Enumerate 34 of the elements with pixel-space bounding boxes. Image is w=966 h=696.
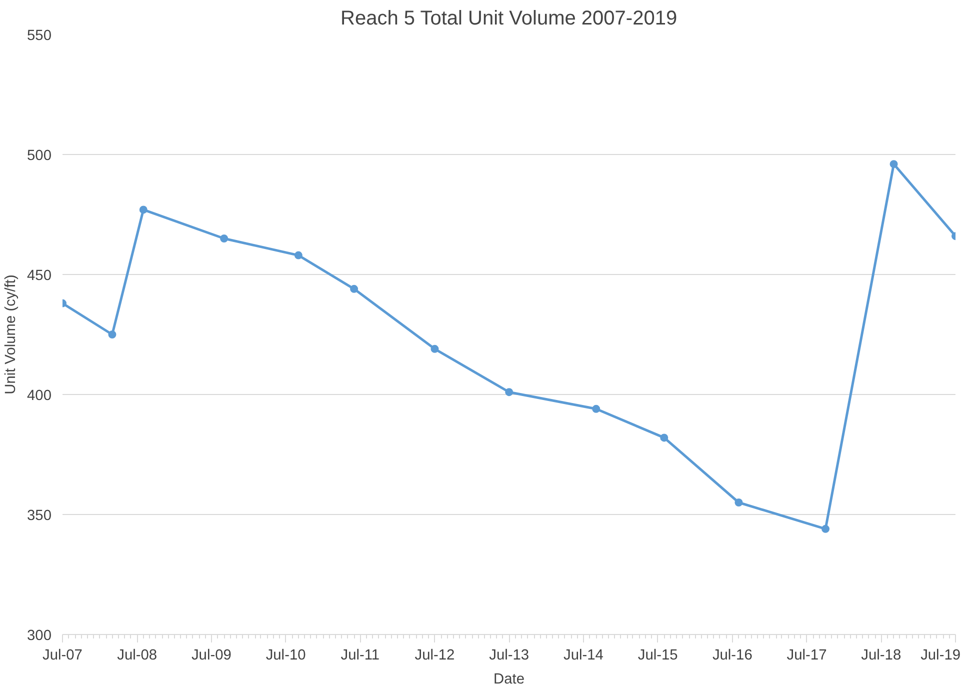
x-tick-label: Jul-16 (712, 648, 752, 664)
x-tick-label: Jul-13 (489, 648, 530, 664)
x-tick-label: Jul-10 (266, 648, 306, 664)
point (294, 251, 302, 260)
point (220, 234, 228, 242)
point (660, 434, 668, 442)
y-tick-label: 500 (27, 148, 52, 164)
point (139, 206, 148, 214)
point (505, 388, 514, 396)
x-tick-label: Jul-18 (861, 648, 902, 664)
x-tick-label: Jul-09 (191, 648, 232, 664)
x-tick-label: Jul-19 (920, 648, 961, 664)
x-tick-label: Jul-15 (638, 648, 678, 664)
x-tick-label: Jul-11 (340, 648, 380, 664)
x-tick-label: Jul-07 (42, 648, 82, 664)
y-tick-label: 350 (27, 508, 52, 524)
chart-title: Reach 5 Total Unit Volume 2007-2019 (340, 8, 678, 30)
point (734, 498, 743, 506)
y-tick-label: 400 (27, 388, 52, 404)
y-axis-title: Unit Volume (cy/ft) (3, 274, 20, 394)
y-tick-label: 550 (27, 28, 52, 44)
x-tick-label: Jul-08 (117, 648, 158, 664)
y-tick-label: 300 (27, 628, 52, 644)
y-tick-label: 450 (27, 268, 52, 284)
point (350, 284, 358, 293)
point (108, 330, 116, 338)
point (890, 160, 898, 168)
x-tick-label: Jul-12 (414, 648, 455, 664)
point (592, 404, 600, 413)
x-tick-label: Jul-14 (564, 648, 604, 664)
point (822, 524, 830, 533)
point (430, 344, 439, 353)
x-tick-label: Jul-17 (786, 648, 827, 664)
x-axis-title: Date (494, 672, 524, 688)
